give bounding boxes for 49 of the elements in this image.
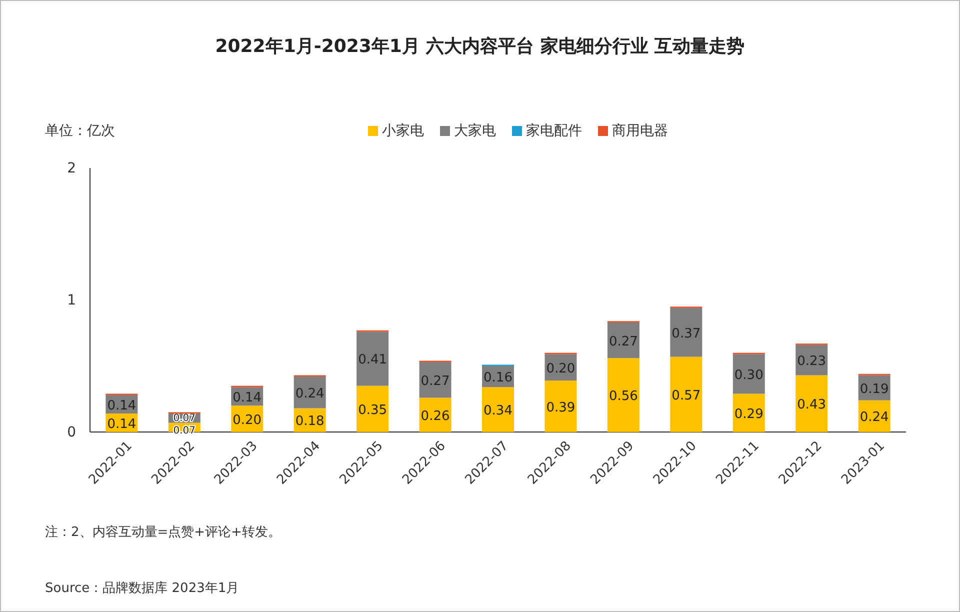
bar	[419, 398, 452, 432]
y-tick-label: 2	[67, 160, 76, 176]
data-label: 0.24	[295, 386, 324, 402]
bar	[356, 386, 389, 432]
data-label: 0.57	[672, 388, 701, 404]
legend-label: 大家电	[454, 123, 496, 139]
data-label: 0.34	[484, 404, 512, 419]
data-label: 0.20	[546, 361, 576, 376]
bar	[796, 375, 828, 432]
legend-label: 商用电器	[612, 123, 668, 139]
bar	[419, 362, 452, 398]
data-label: 0.18	[295, 414, 324, 430]
y-tick-label: 1	[67, 292, 76, 308]
data-label: 0.20	[232, 412, 262, 428]
data-label: 0.35	[358, 402, 388, 418]
data-label: 0.23	[797, 354, 826, 370]
bar	[732, 354, 765, 394]
data-label: 0.26	[420, 408, 450, 424]
data-label: 0.07	[173, 413, 196, 424]
bar	[670, 308, 702, 357]
data-label: 0.56	[608, 389, 638, 404]
data-label: 0.27	[608, 334, 638, 350]
data-label: 0.14	[107, 416, 136, 432]
data-label: 0.41	[358, 352, 388, 368]
data-label: 0.30	[734, 368, 764, 383]
bar	[732, 394, 765, 432]
data-label: 0.43	[797, 398, 826, 413]
source-note: Source：品牌数据库 2023年1月	[45, 581, 240, 596]
data-label: 0.19	[860, 382, 889, 397]
chart-title: 2022年1月-2023年1月 六大内容平台 家电细分行业 互动量走势	[215, 36, 745, 57]
bar	[544, 380, 577, 432]
bar	[670, 356, 702, 432]
y-tick-label: 0	[67, 424, 76, 440]
data-label: 0.39	[546, 400, 576, 416]
bar	[482, 387, 514, 432]
bar	[356, 332, 389, 386]
legend-label: 小家电	[382, 123, 424, 139]
data-label: 0.37	[672, 326, 701, 342]
data-label: 0.27	[420, 374, 450, 389]
data-label: 0.14	[232, 390, 262, 406]
legend-label: 家电配件	[526, 123, 582, 139]
text: 注：2、内容互动量=点赞+评论+转发。	[45, 524, 281, 540]
bar	[607, 358, 640, 432]
text: 单位：亿次	[45, 123, 115, 139]
data-label: 0.29	[734, 406, 764, 422]
data-label: 0.14	[107, 398, 136, 414]
bar	[607, 322, 640, 358]
data-label: 0.16	[484, 370, 512, 386]
data-label: 0.24	[860, 410, 889, 426]
